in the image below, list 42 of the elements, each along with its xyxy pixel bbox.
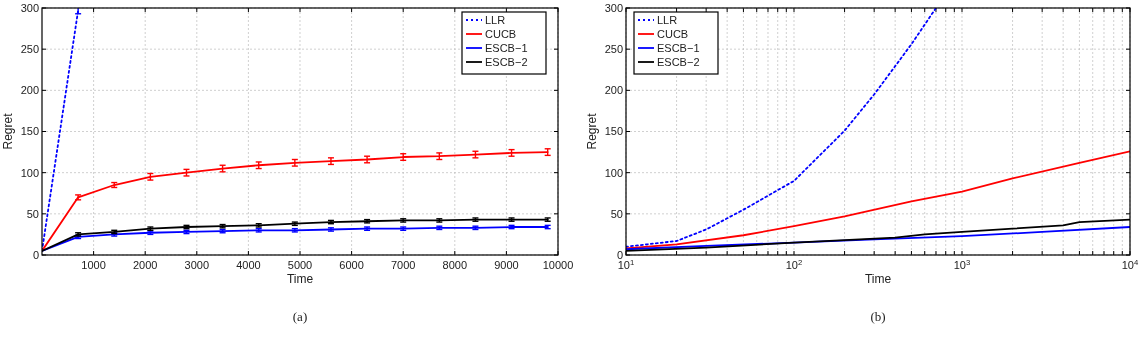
legend-label: ESCB−1 <box>657 42 700 54</box>
y-tick-label: 0 <box>616 248 623 261</box>
y-axis-title: Regret <box>1 112 15 150</box>
x-tick-label: 10$^{4}$ <box>1121 257 1139 271</box>
x-tick-label: 2000 <box>132 259 158 271</box>
x-tick-label: 3000 <box>184 259 210 271</box>
x-tick-label: 4000 <box>236 259 261 271</box>
x-tick-label: 5000 <box>287 259 313 271</box>
legend-label: ESCB−1 <box>485 42 528 54</box>
y-tick-label: 0 <box>32 248 39 261</box>
legend-label: LLR <box>485 14 506 26</box>
x-tick-label: 10$^{2}$ <box>785 257 803 271</box>
y-tick-label: 150 <box>20 125 39 138</box>
x-tick-label: 10$^{3}$ <box>953 257 971 271</box>
x-tick-label: 7000 <box>390 259 416 271</box>
y-tick-label: 300 <box>20 1 39 14</box>
legend-label: CUCB <box>485 28 517 40</box>
y-axis-title: Regret <box>585 112 599 150</box>
text: (b) <box>870 309 886 324</box>
legend-label: ESCB−2 <box>657 56 700 68</box>
text: (a) <box>292 309 308 324</box>
y-tick-label: 100 <box>604 166 623 179</box>
y-tick-label: 200 <box>20 84 39 97</box>
legend-label: LLR <box>657 14 678 26</box>
x-axis-title: Time <box>286 272 314 286</box>
x-axis-title: Time <box>864 272 892 286</box>
x-tick-label: 10000 <box>542 259 574 271</box>
y-tick-label: 300 <box>604 1 623 14</box>
legend-label: ESCB−2 <box>485 56 528 68</box>
x-tick-label: 6000 <box>339 259 364 271</box>
x-tick-label: 1000 <box>81 259 106 271</box>
y-tick-label: 100 <box>20 166 39 179</box>
x-tick-label: 9000 <box>494 259 519 271</box>
y-tick-label: 150 <box>604 125 623 138</box>
y-tick-label: 50 <box>26 207 39 220</box>
y-tick-label: 250 <box>20 43 39 56</box>
y-tick-label: 250 <box>604 43 623 56</box>
line-series <box>42 151 549 252</box>
y-tick-label: 50 <box>610 207 623 220</box>
x-tick-label: 8000 <box>442 259 468 271</box>
y-tick-label: 200 <box>604 84 623 97</box>
legend-label: CUCB <box>657 28 689 40</box>
